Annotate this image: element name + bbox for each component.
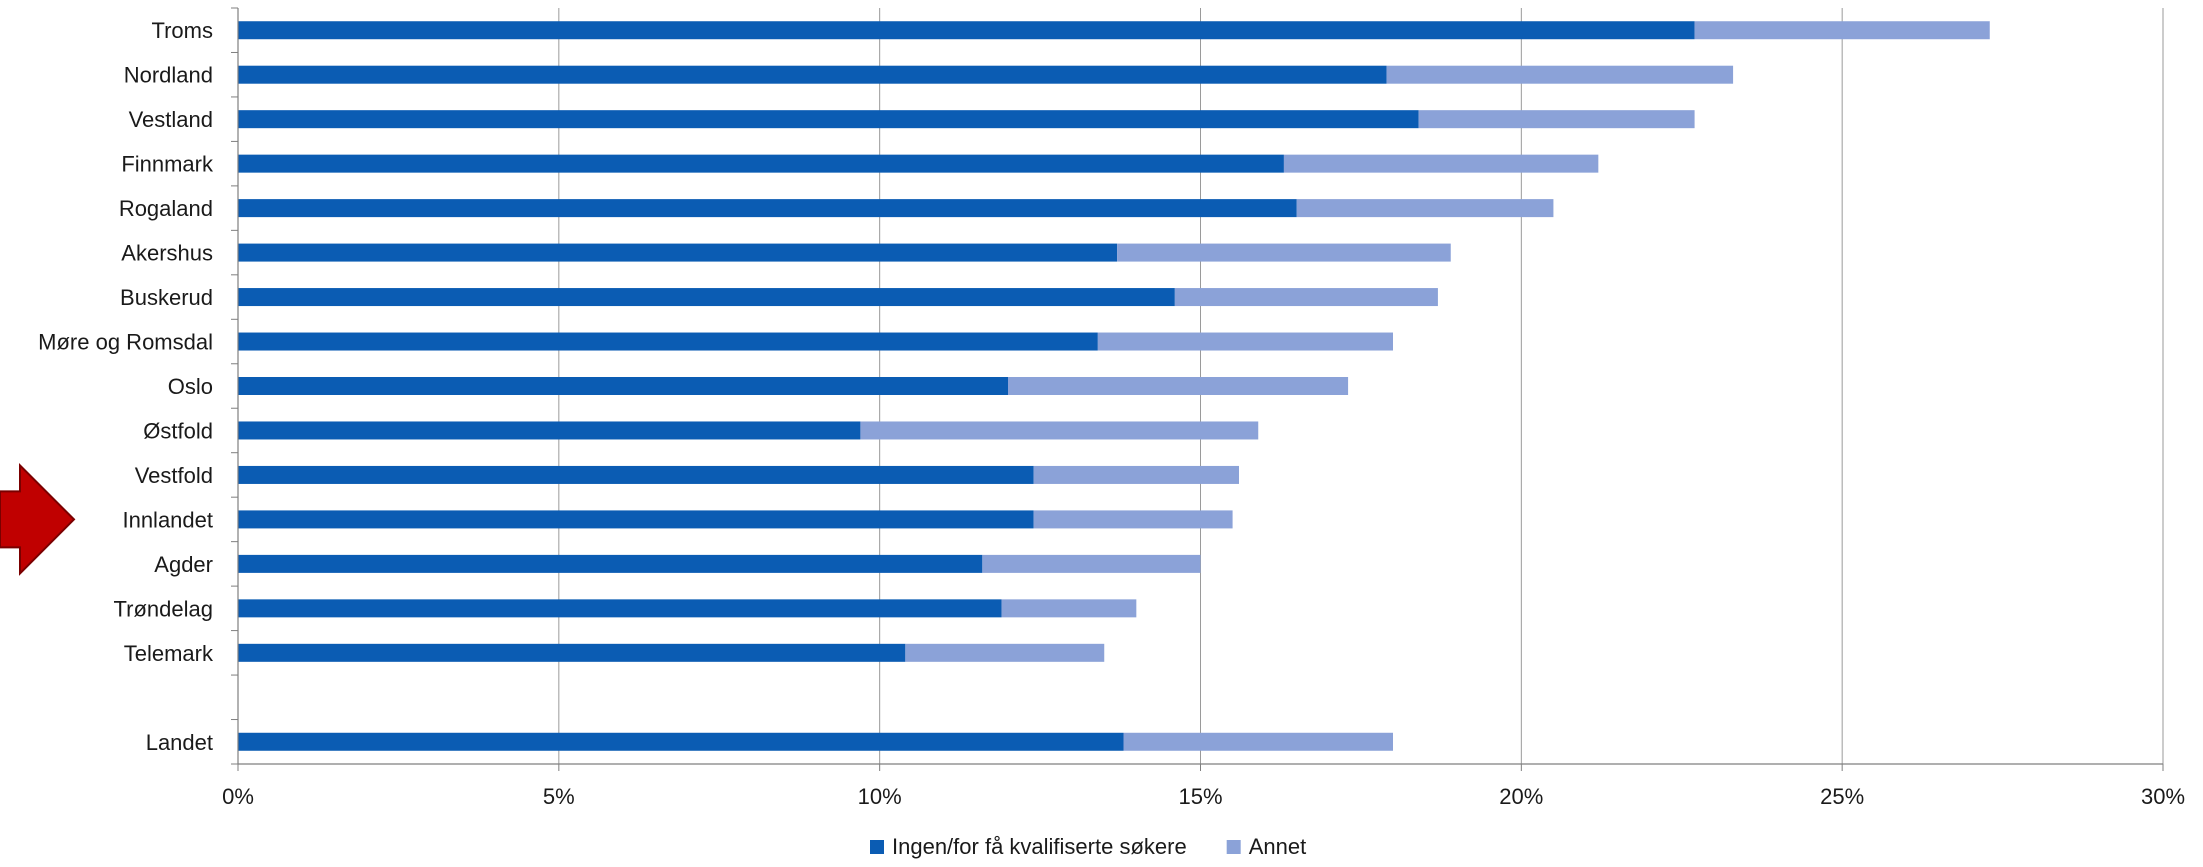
- bar-segment-annet: [1296, 199, 1554, 218]
- category-label: Landet: [146, 730, 213, 755]
- category-label: Oslo: [168, 374, 213, 399]
- category-label: Buskerud: [120, 285, 213, 310]
- bar-segment-annet: [1174, 288, 1438, 307]
- bar-segment-ingen: [238, 154, 1284, 173]
- bar-segment-ingen: [238, 554, 983, 573]
- category-label: Agder: [154, 552, 213, 577]
- x-tick-labels: 0% 5% 10% 15% 20% 25% 30%: [222, 784, 2185, 809]
- category-labels: Troms Nordland Vestland Finnmark Rogaland Ake…: [38, 18, 214, 755]
- category-label: Troms: [151, 18, 213, 43]
- bar-segment-ingen: [238, 332, 1098, 351]
- x-tick-label: 30%: [2141, 784, 2185, 809]
- category-label: Innlandet: [122, 507, 213, 532]
- bar-segment-ingen: [238, 65, 1387, 84]
- bar-segment-annet: [1123, 732, 1393, 751]
- x-tick-label: 15%: [1178, 784, 1222, 809]
- x-tick-label: 5%: [543, 784, 575, 809]
- x-tick-label: 20%: [1499, 784, 1543, 809]
- axes-group: [231, 7, 2164, 771]
- bar-segment-annet: [1097, 332, 1393, 351]
- highlight-arrow-icon: [0, 462, 76, 576]
- bar-segment-annet: [982, 554, 1201, 573]
- bar-segment-annet: [1694, 21, 1990, 40]
- legend-swatch: [870, 840, 884, 854]
- category-label: Nordland: [124, 63, 213, 88]
- category-label: Vestland: [129, 107, 213, 132]
- bar-segment-ingen: [238, 243, 1118, 262]
- bar-segment-annet: [1283, 154, 1599, 173]
- x-tick-label: 10%: [858, 784, 902, 809]
- category-label: Akershus: [121, 241, 213, 266]
- bar-segment-annet: [1033, 510, 1233, 529]
- bar-segment-ingen: [238, 465, 1034, 484]
- bar-segment-ingen: [238, 510, 1034, 529]
- bar-segment-annet: [1008, 377, 1349, 395]
- x-tick-label: 25%: [1820, 784, 1864, 809]
- legend-label: Ingen/for få kvalifiserte søkere: [892, 834, 1187, 859]
- bar-segment-annet: [1117, 243, 1451, 262]
- legend: Ingen/for få kvalifiserte søkere Annet: [870, 834, 1306, 859]
- bar-segment-annet: [1418, 110, 1695, 129]
- bar-segment-annet: [905, 643, 1105, 662]
- bar-segment-ingen: [238, 421, 861, 440]
- legend-label: Annet: [1249, 834, 1307, 859]
- category-label: Telemark: [124, 641, 214, 666]
- category-label: Vestfold: [135, 463, 213, 488]
- bars-group: [238, 21, 1990, 751]
- bar-segment-ingen: [238, 199, 1297, 218]
- category-label: Trøndelag: [114, 596, 213, 621]
- highlight-arrow-group: [0, 462, 76, 576]
- bar-segment-ingen: [238, 377, 1008, 395]
- x-tick-label: 0%: [222, 784, 254, 809]
- bar-segment-ingen: [238, 732, 1124, 751]
- category-label: Østfold: [143, 418, 213, 443]
- bar-segment-ingen: [238, 110, 1419, 129]
- bar-segment-annet: [1033, 465, 1239, 484]
- bar-segment-annet: [1386, 65, 1734, 84]
- bar-segment-ingen: [238, 599, 1002, 618]
- bar-segment-annet: [860, 421, 1259, 440]
- bar-segment-ingen: [238, 21, 1695, 40]
- bar-segment-annet: [1001, 599, 1137, 618]
- bar-segment-ingen: [238, 643, 906, 662]
- legend-swatch: [1226, 840, 1241, 854]
- category-label: Møre og Romsdal: [38, 330, 213, 355]
- category-label: Finnmark: [121, 152, 214, 177]
- bar-segment-ingen: [238, 288, 1175, 307]
- category-label: Rogaland: [119, 196, 213, 221]
